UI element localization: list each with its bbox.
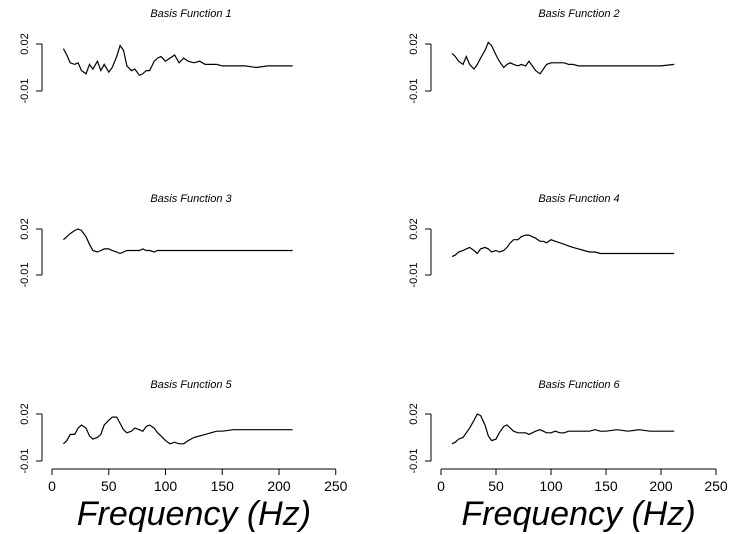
panel-title: Basis Function 1: [150, 8, 231, 20]
y-tick-label: 0.02: [408, 403, 420, 424]
panel-title: Basis Function 6: [538, 379, 620, 391]
panel-4: Basis Function 4 -0.01 0.02: [408, 193, 675, 288]
x-tick-label: 100: [154, 478, 178, 494]
x-tick-label: 200: [649, 478, 673, 494]
x-tick-label: 150: [211, 478, 235, 494]
y-axis: -0.01 0.02: [408, 403, 432, 474]
x-tick-label: 150: [594, 478, 618, 494]
basis-function-line: [62, 416, 293, 445]
basis-function-line: [63, 228, 293, 255]
y-axis: -0.01 0.02: [408, 33, 432, 104]
y-axis: -0.01 0.02: [19, 33, 43, 104]
basis-function-line: [62, 44, 293, 77]
y-tick-label: -0.01: [19, 78, 31, 103]
x-tick-label: 250: [324, 478, 348, 494]
panel-6: Basis Function 6 -0.01 0.02 0 50 100 150 200 250…: [408, 379, 728, 533]
x-tick-label: 0: [48, 478, 56, 494]
x-tick-label: 0: [437, 478, 445, 494]
panel-3: Basis Function 3 -0.01 0.02: [19, 193, 293, 288]
x-tick-label: 200: [267, 478, 291, 494]
y-tick-label: 0.02: [408, 33, 420, 54]
panel-1: Basis Function 1 -0.01 0.02: [19, 8, 293, 104]
panel-5: Basis Function 5 -0.01 0.02 0 50 100 150 200 250…: [19, 379, 348, 533]
x-tick-label: 250: [704, 478, 728, 494]
basis-function-line: [451, 41, 675, 75]
y-tick-label: 0.02: [408, 218, 420, 239]
y-tick-label: 0.02: [19, 33, 31, 54]
x-axis: 0 50 100 150 200 250 Frequency (Hz): [48, 468, 348, 533]
y-axis: -0.01 0.02: [19, 218, 43, 288]
panel-2: Basis Function 2 -0.01 0.02: [408, 8, 675, 104]
y-tick-label: -0.01: [408, 448, 420, 473]
x-tick-label: 50: [488, 478, 504, 494]
y-tick-label: -0.01: [19, 262, 31, 287]
panel-title: Basis Function 3: [150, 193, 232, 205]
basis-function-line: [451, 413, 675, 445]
basis-function-line: [451, 234, 675, 258]
panel-title: Basis Function 5: [150, 379, 232, 391]
y-tick-label: 0.02: [19, 218, 31, 239]
y-axis: -0.01 0.02: [19, 403, 43, 474]
y-tick-label: -0.01: [408, 78, 420, 103]
x-tick-label: 100: [539, 478, 563, 494]
y-tick-label: 0.02: [19, 403, 31, 424]
x-axis-label: Frequency (Hz): [461, 495, 695, 533]
x-tick-label: 50: [101, 478, 117, 494]
y-axis: -0.01 0.02: [408, 218, 432, 288]
panel-title: Basis Function 4: [538, 193, 619, 205]
x-axis-label: Frequency (Hz): [77, 495, 311, 533]
panel-title: Basis Function 2: [538, 8, 619, 20]
y-tick-label: -0.01: [408, 262, 420, 287]
x-axis: 0 50 100 150 200 250 Frequency (Hz): [437, 468, 728, 533]
y-tick-label: -0.01: [19, 448, 31, 473]
